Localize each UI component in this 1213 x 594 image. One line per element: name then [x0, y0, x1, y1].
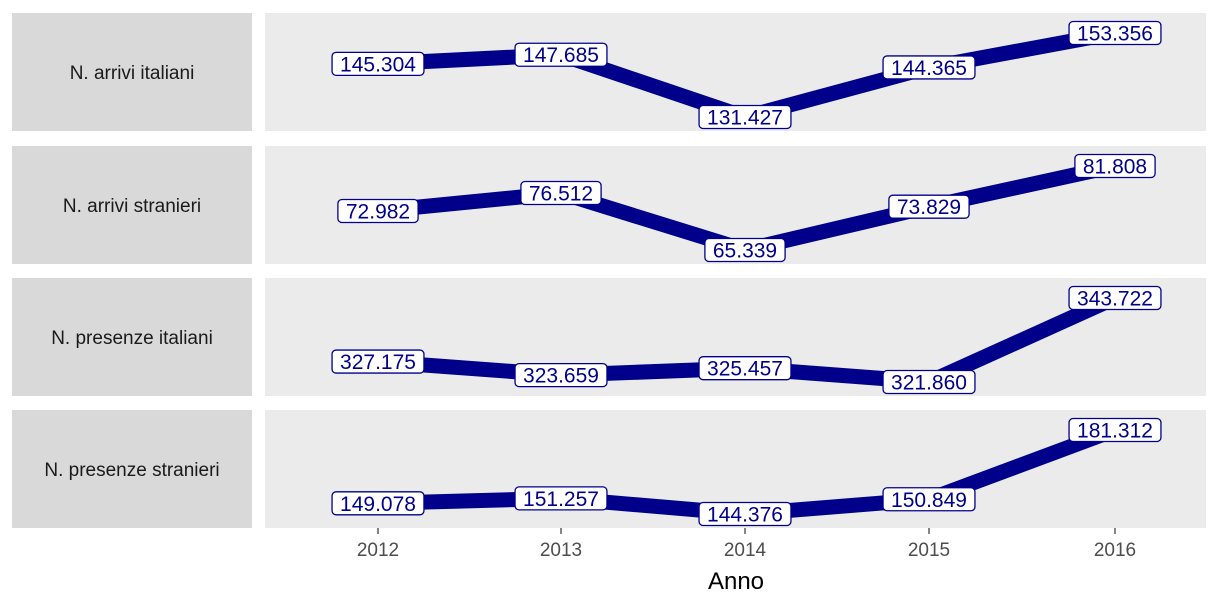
data-label-text: 327.175: [340, 351, 416, 374]
facet-strip-label: N. presenze italiani: [51, 328, 213, 349]
facet-panel: N. arrivi stranieri 72.982 76.512 65.339 73.…: [12, 146, 1206, 264]
data-label-text: 147.685: [523, 44, 599, 67]
data-label-box: [698, 104, 792, 130]
data-label: 72.982: [337, 198, 419, 224]
data-label-box: [331, 491, 425, 516]
data-label-box: [1068, 417, 1162, 443]
facet-panel: N. presenze italiani 327.175 323.659 325.45…: [12, 278, 1206, 396]
data-label-box: [514, 42, 608, 67]
facet-strip-label: N. arrivi stranieri: [63, 196, 201, 217]
data-label: 323.659: [514, 362, 608, 388]
data-label: 73.829: [888, 194, 970, 219]
data-label-box: [520, 180, 602, 206]
x-tick-label: 2012: [357, 540, 399, 561]
data-label-text: 81.808: [1083, 156, 1147, 179]
data-label-text: 145.304: [340, 53, 416, 76]
data-label-text: 343.722: [1077, 288, 1153, 311]
data-label: 76.512: [520, 180, 602, 206]
data-label-text: 149.078: [340, 493, 416, 516]
data-label: 144.376: [698, 501, 792, 527]
data-label: 325.457: [698, 356, 792, 381]
data-label-text: 181.312: [1077, 420, 1153, 443]
facet-strip: [12, 410, 252, 528]
data-label-box: [337, 198, 419, 224]
data-label: 149.078: [331, 491, 425, 516]
data-label-box: [1068, 20, 1162, 46]
x-tick-label: 2013: [540, 540, 582, 561]
data-label-text: 325.457: [707, 358, 783, 381]
data-label: 144.365: [882, 55, 976, 80]
data-label-text: 144.376: [707, 504, 783, 527]
facet-strip: [12, 146, 252, 264]
data-label-text: 323.659: [523, 365, 599, 388]
data-label-box: [331, 51, 425, 76]
data-label-box: [888, 194, 970, 219]
data-label-box: [514, 486, 608, 511]
data-label-text: 150.849: [891, 489, 967, 512]
data-label: 327.175: [331, 349, 425, 374]
data-label-box: [882, 55, 976, 80]
data-label-text: 321.860: [891, 372, 967, 395]
data-label: 150.849: [882, 487, 976, 512]
facet-strip-label: N. presenze stranieri: [44, 460, 219, 481]
data-label-box: [882, 369, 976, 395]
data-label-text: 153.356: [1077, 23, 1153, 46]
data-label-box: [882, 487, 976, 512]
data-label-box: [1068, 285, 1162, 311]
data-label-text: 131.427: [707, 107, 783, 130]
data-label-text: 73.829: [897, 196, 961, 219]
data-label-box: [331, 349, 425, 374]
x-tick-label: 2016: [1094, 540, 1136, 561]
data-label-box: [1074, 153, 1156, 179]
data-label: 181.312: [1068, 417, 1162, 443]
data-label: 65.339: [704, 237, 786, 263]
x-axis-title: Anno: [708, 568, 764, 594]
data-label-box: [698, 356, 792, 381]
panels: N. arrivi italiani 145.304 147.685 131.427 1…: [12, 13, 1206, 528]
data-label-text: 72.982: [346, 201, 410, 224]
data-label-box: [704, 237, 786, 263]
data-label: 145.304: [331, 51, 425, 76]
data-label: 321.860: [882, 369, 976, 395]
x-axis: 2012 2013 2014 2015 2016: [357, 528, 1136, 561]
data-label: 81.808: [1074, 153, 1156, 179]
data-label: 153.356: [1068, 20, 1162, 46]
facet-strip-label: N. arrivi italiani: [70, 63, 195, 84]
data-label: 147.685: [514, 42, 608, 67]
facet-panel: N. presenze stranieri 149.078 151.257 144.3…: [12, 410, 1206, 528]
data-label-text: 65.339: [713, 240, 777, 263]
data-label-text: 151.257: [523, 488, 599, 511]
x-tick-label: 2014: [724, 540, 767, 561]
x-tick-label: 2015: [908, 540, 950, 561]
data-label-box: [698, 501, 792, 527]
data-label-box: [514, 362, 608, 388]
data-label-text: 144.365: [891, 57, 967, 80]
facet-strip: [12, 278, 252, 396]
data-label-text: 76.512: [529, 183, 593, 206]
facet-panel: N. arrivi italiani 145.304 147.685 131.427 1…: [12, 13, 1206, 131]
facet-strip: [12, 13, 252, 131]
data-label: 131.427: [698, 104, 792, 130]
data-label: 151.257: [514, 486, 608, 511]
data-label: 343.722: [1068, 285, 1162, 311]
